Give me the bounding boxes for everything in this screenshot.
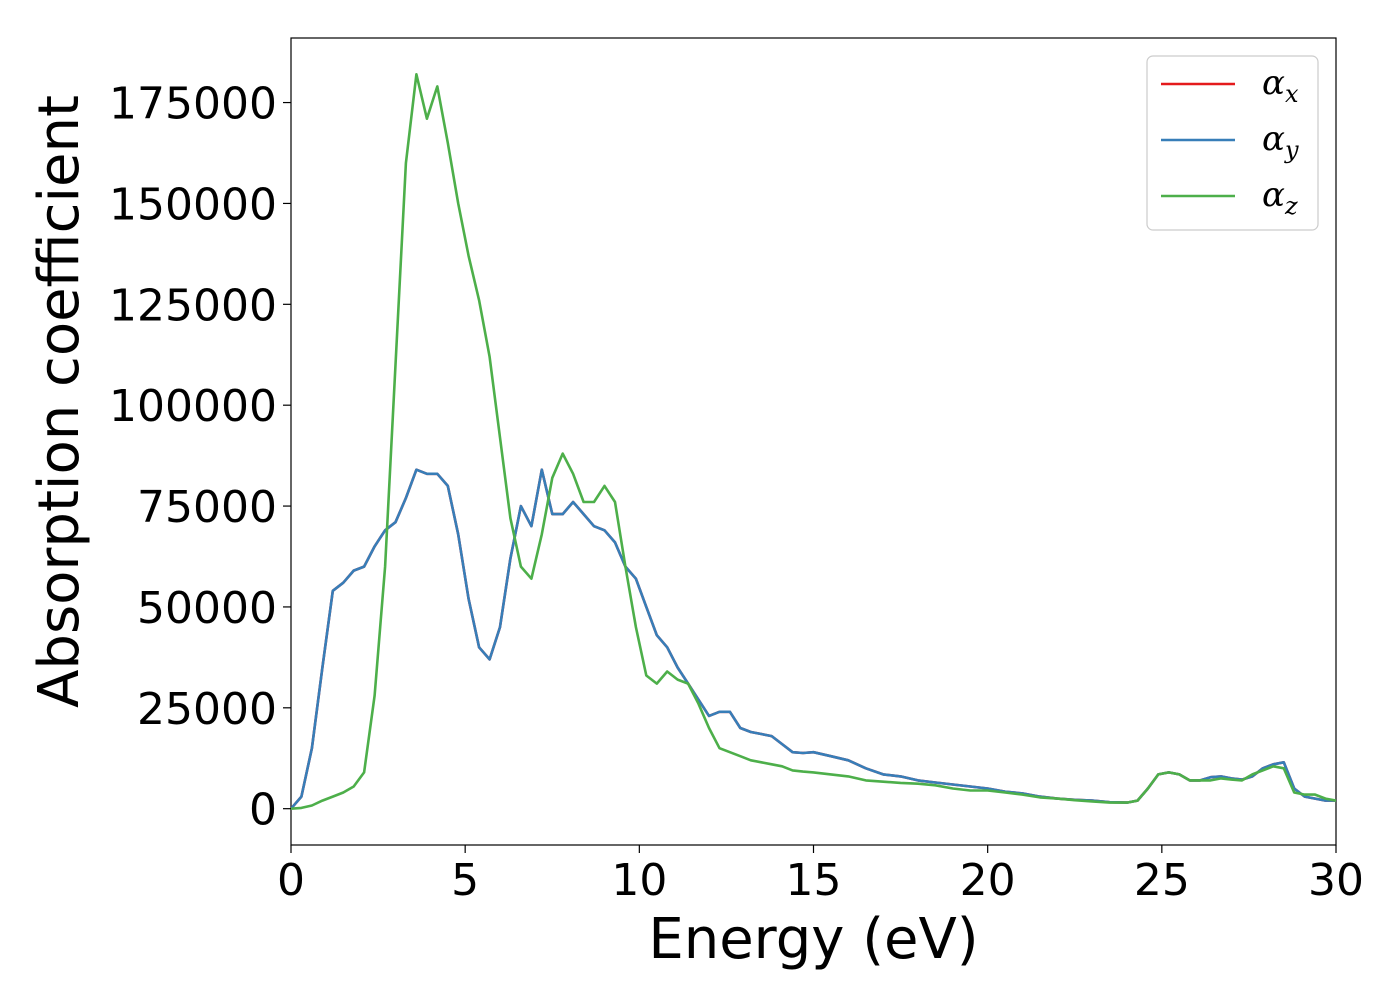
x-tick-label: 30: [1308, 855, 1364, 906]
series-line-y: [291, 468, 1336, 811]
y-tick-label: 50000: [137, 583, 277, 634]
legend-label: αx: [1262, 63, 1299, 108]
x-tick-label: 5: [451, 855, 479, 906]
legend: αx αy αz: [1146, 55, 1319, 231]
y-tick-label: 100000: [109, 381, 277, 432]
series-line-x: [291, 468, 1336, 811]
legend-box: [1146, 55, 1319, 231]
x-tick-label: 0: [277, 855, 305, 906]
x-tick-label: 25: [1134, 855, 1190, 906]
x-tick-label: 15: [786, 855, 842, 906]
legend-label: αy: [1262, 119, 1299, 164]
x-tick-label: 20: [960, 855, 1016, 906]
legend-label: αz: [1262, 175, 1298, 220]
y-tick-label: 0: [249, 785, 277, 836]
y-tick-label: 125000: [109, 280, 277, 331]
legend-item-z: αz: [1161, 175, 1298, 220]
y-tick-label: 25000: [137, 684, 277, 735]
series-line-z: [291, 73, 1336, 811]
legend-item-x: αx: [1161, 63, 1299, 108]
legend-item-y: αy: [1161, 119, 1299, 164]
series-lines: [291, 73, 1336, 811]
x-axis-title: Energy (eV): [648, 907, 978, 972]
x-tick-label: 10: [611, 855, 667, 906]
y-tick-label: 150000: [109, 179, 277, 230]
y-axis-ticks: 0 25000 50000 75000 100000 125000 150000 175000: [109, 79, 291, 836]
x-axis-ticks: 0 5 10 15 20 25 30: [277, 845, 1364, 906]
y-tick-label: 75000: [137, 482, 277, 533]
y-axis-title: Absorption coefficient: [27, 95, 92, 708]
y-tick-label: 175000: [109, 79, 277, 130]
